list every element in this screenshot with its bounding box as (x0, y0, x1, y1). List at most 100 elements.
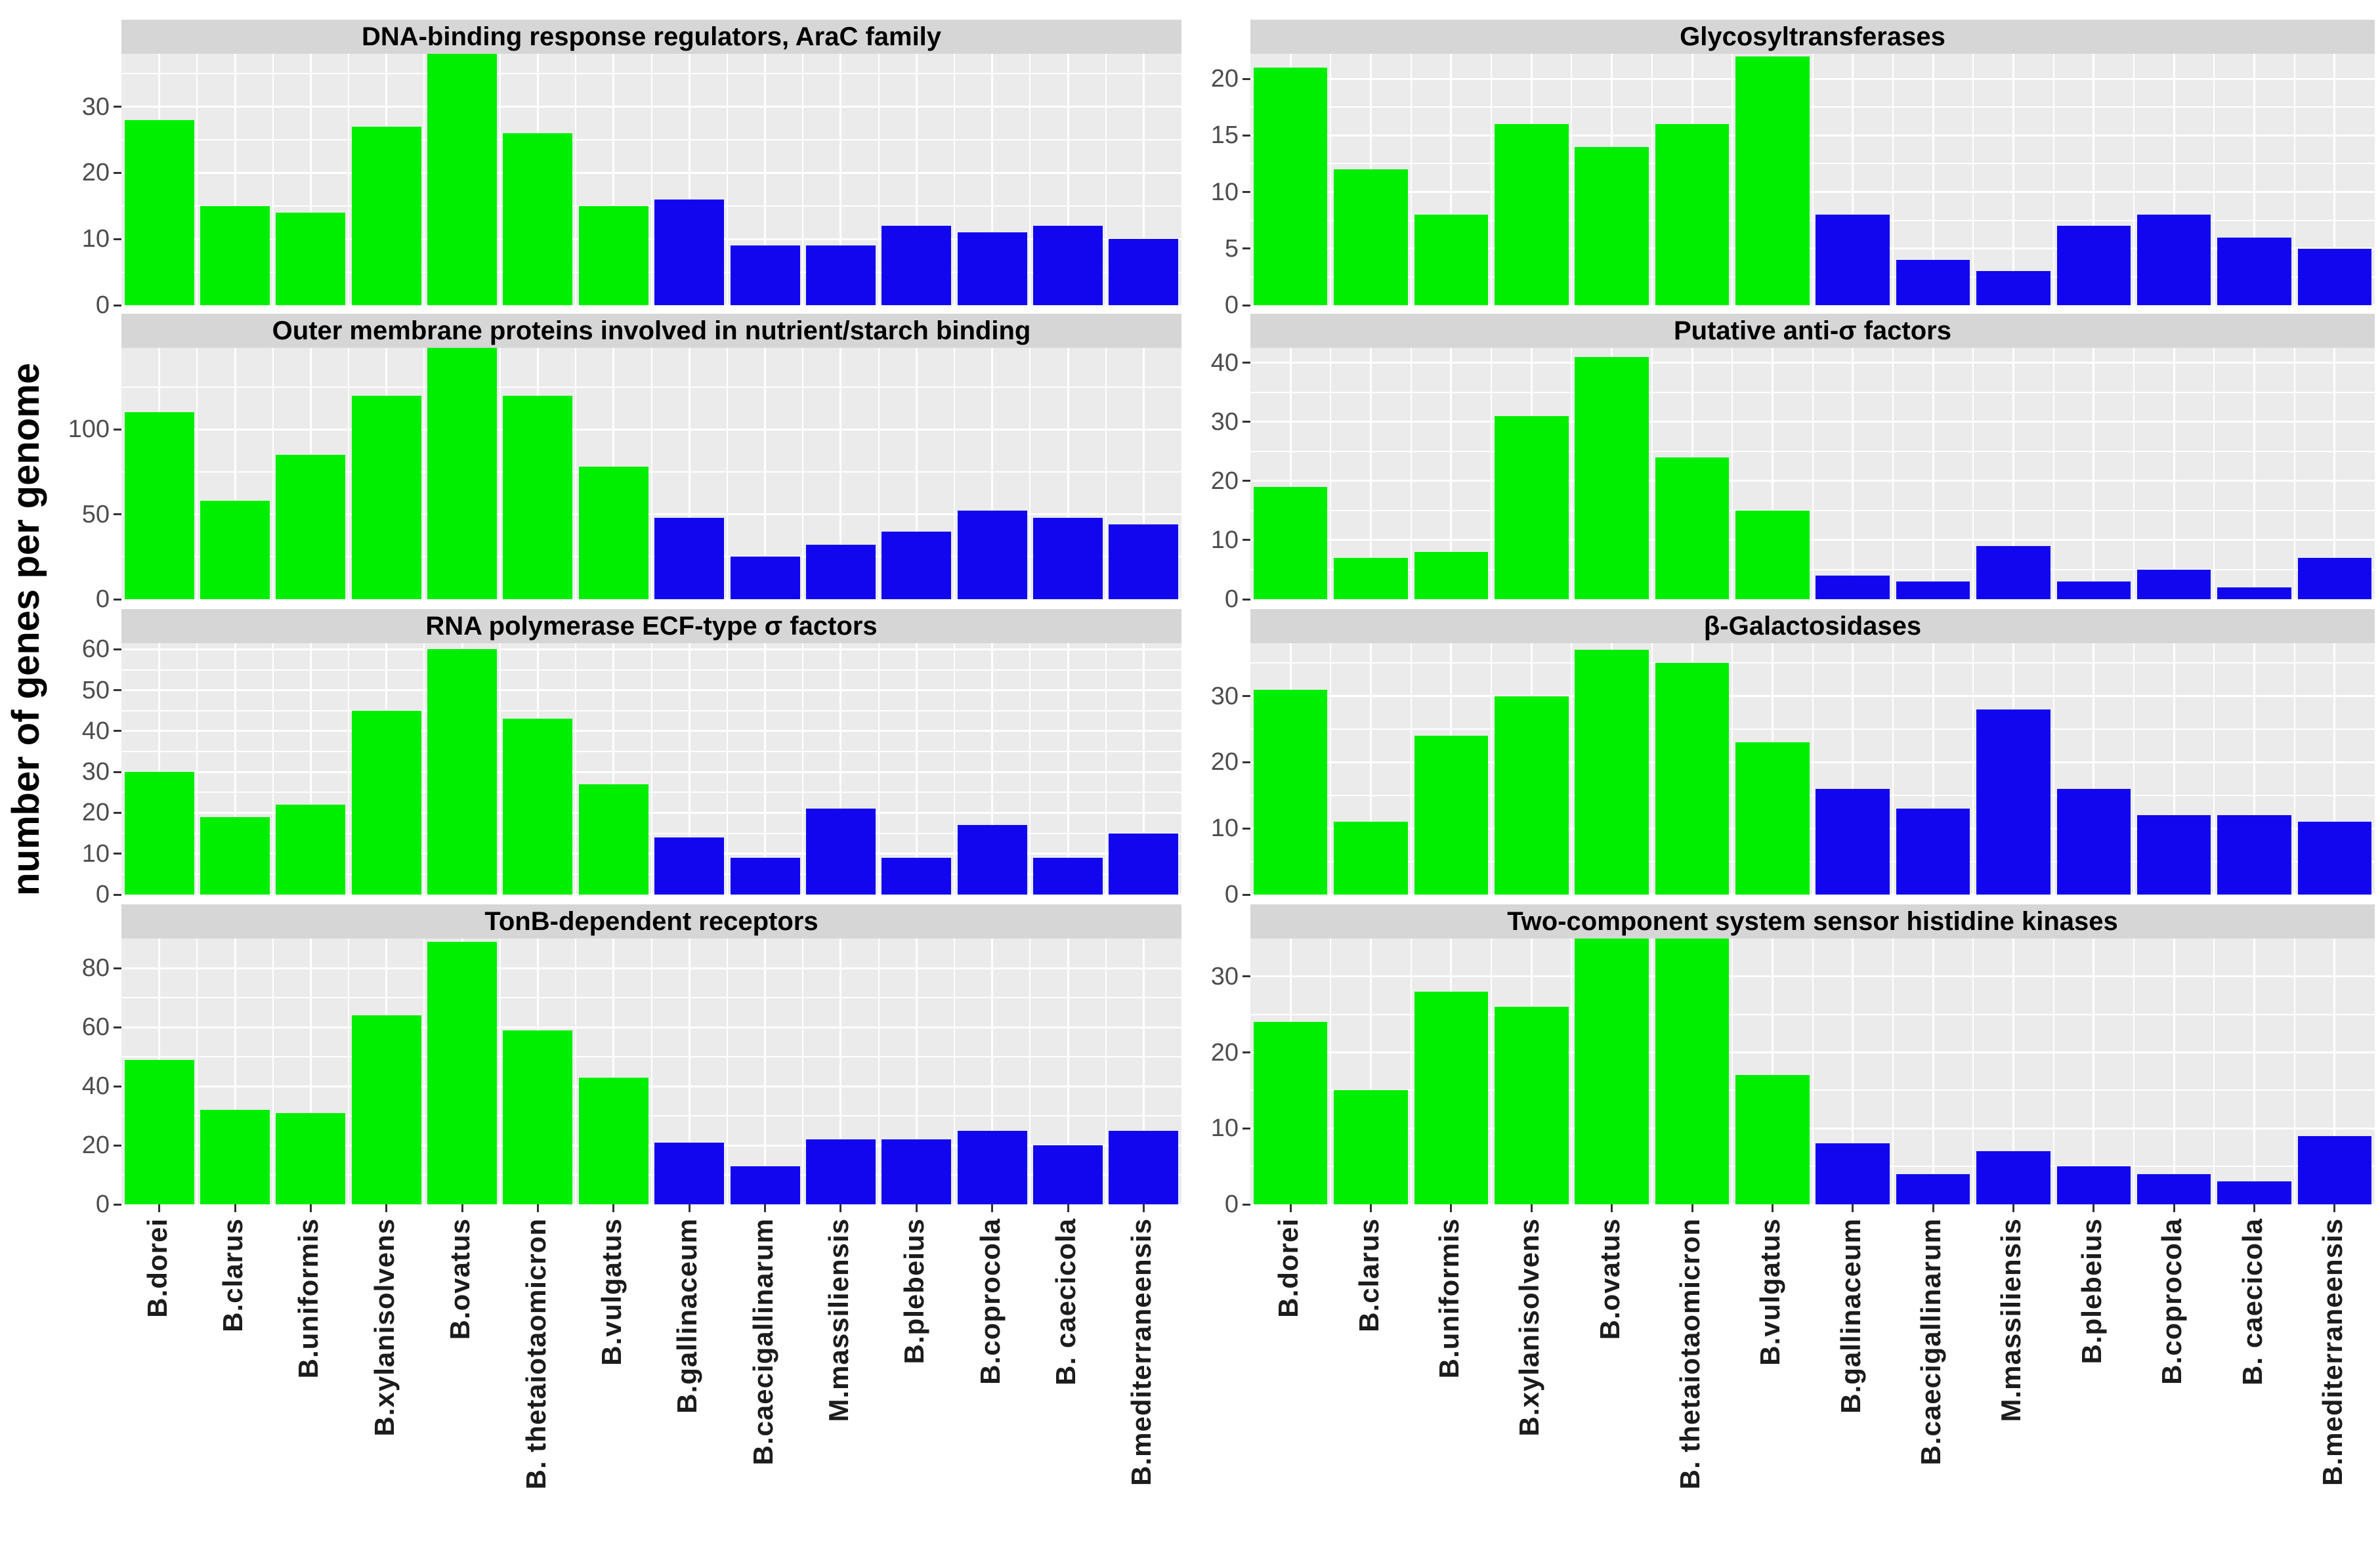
gridline-vertical-major (1142, 348, 1145, 599)
gridline-major (121, 1085, 1181, 1088)
gridline-minor (121, 271, 1181, 273)
gridline-vertical-minor (2133, 643, 2135, 895)
gridline-vertical-minor (650, 348, 652, 599)
gridline-vertical-minor (726, 348, 728, 599)
y-tick-label: 20 (1210, 1038, 1239, 1067)
bar-B.caecigallinarum (730, 1166, 800, 1204)
gridline-vertical-minor (348, 939, 350, 1204)
gridline-major (1250, 134, 2375, 137)
panel-title: Outer membrane proteins involved in nutr… (272, 316, 1031, 345)
panel-strip: Outer membrane proteins involved in nutr… (121, 314, 1181, 348)
gridline-vertical-major (2253, 348, 2255, 599)
bar-B.gallinaceum (1816, 576, 1890, 599)
bar-M.massiliensis (1976, 271, 2051, 305)
gridline-vertical-major (688, 348, 691, 599)
gridline-minor (1250, 860, 2375, 862)
gridline-vertical-minor (2213, 939, 2215, 1204)
x-axis-label-B.xylanisolvens: B.xylanisolvens (1514, 1218, 1545, 1437)
x-axis-label-M.massiliensis: M.massiliensis (822, 1218, 854, 1422)
x-tick-mark (2173, 1204, 2175, 1212)
bar-B.ovatus (427, 54, 498, 305)
gridline-vertical-major (1771, 348, 1774, 599)
gridline-major (1250, 191, 2375, 193)
gridline-vertical-minor (1105, 939, 1107, 1204)
panel-strip: Glycosyltransferases (1250, 20, 2375, 54)
gridline-vertical-major (991, 939, 994, 1204)
y-tick-label: 10 (1210, 526, 1239, 554)
panel-strip: TonB-dependent receptors (121, 904, 1181, 939)
gridline-vertical-minor (650, 643, 652, 895)
y-tick-mark (114, 1203, 121, 1206)
gridline-minor (121, 386, 1181, 388)
gridline-minor (121, 997, 1181, 998)
y-tick-mark (1243, 1203, 1250, 1206)
gridline-vertical-minor (878, 939, 880, 1204)
gridline-vertical-minor (1812, 54, 1814, 305)
gridline-vertical-minor (650, 939, 652, 1204)
gridline-minor (1250, 729, 2375, 730)
bar-B.caecigallinarum (1896, 260, 1970, 305)
gridline-major (1250, 77, 2375, 80)
bar-B. thetaiotaomicron (1655, 124, 1730, 305)
gridline-vertical-major (2173, 348, 2175, 599)
bar-B.ovatus (427, 941, 498, 1204)
y-tick-mark (114, 893, 121, 896)
gridline-major (121, 811, 1181, 814)
gridline-major (121, 893, 1181, 895)
gridline-vertical-minor (1571, 643, 1573, 895)
bar-B.gallinaceum (1816, 1143, 1890, 1204)
x-axis-label-B.caecigallinarum: B.caecigallinarum (1915, 1218, 1946, 1466)
bar-B.plebeius (2056, 226, 2131, 305)
gridline-vertical-minor (1029, 939, 1031, 1204)
y-tick-label: 20 (1210, 65, 1239, 93)
bar-B.uniformis (276, 212, 346, 305)
gridline-major (121, 1203, 1181, 1204)
bar-B. thetaiotaomicron (503, 719, 573, 895)
gridline-vertical-minor (272, 54, 274, 305)
x-tick-mark (2012, 1204, 2014, 1212)
y-tick-label: 0 (1224, 1191, 1239, 1218)
bar-B.gallinaceum (654, 199, 725, 305)
bar-B.gallinaceum (654, 1142, 725, 1204)
bar-B.coprocola (2136, 1173, 2211, 1204)
x-axis-label-B. caecicola: B. caecicola (2236, 1218, 2268, 1385)
x-axis-label-B.clarus: B.clarus (1353, 1218, 1384, 1332)
bar-B. caecicola (2217, 1181, 2291, 1204)
bar-B.coprocola (957, 1130, 1027, 1204)
gridline-vertical-minor (1410, 54, 1412, 305)
gridline-vertical-minor (802, 348, 804, 599)
gridline-vertical-major (1067, 348, 1069, 599)
gridline-minor (121, 669, 1181, 671)
x-tick-mark (234, 1204, 236, 1212)
gridline-major (1250, 247, 2375, 250)
gridline-vertical-major (915, 643, 918, 895)
panel-strip: RNA polymerase ECF-type σ factors (121, 609, 1181, 643)
gridline-vertical-major (234, 54, 236, 305)
gridline-vertical-minor (802, 939, 804, 1204)
gridline-vertical-major (1142, 643, 1145, 895)
gridline-vertical-major (1142, 54, 1145, 305)
x-axis-label-B.ovatus: B.ovatus (444, 1218, 476, 1340)
bar-B.plebeius (882, 858, 952, 895)
gridline-vertical-minor (726, 643, 728, 895)
bar-B.vulgatus (578, 1077, 648, 1204)
bar-B.uniformis (1414, 215, 1489, 305)
gridline-minor (121, 751, 1181, 752)
gridline-major (1250, 827, 2375, 830)
gridline-vertical-minor (575, 348, 577, 599)
gridline-vertical-major (1370, 643, 1372, 895)
bar-M.massiliensis (805, 245, 876, 305)
gridline-vertical-major (2012, 348, 2014, 599)
gridline-vertical-minor (1491, 54, 1493, 305)
gridline-minor (1250, 662, 2375, 664)
bar-B.xylanisolvens (1495, 1007, 1569, 1204)
x-axis-label-B.ovatus: B.ovatus (1594, 1218, 1625, 1340)
y-tick-label: 30 (81, 758, 110, 786)
x-axis-label-B.dorei: B.dorei (1273, 1218, 1304, 1318)
gridline-vertical-major (1932, 54, 1934, 305)
gridline-vertical-minor (196, 348, 198, 599)
gridline-vertical-major (2253, 54, 2255, 305)
x-tick-mark (461, 1204, 463, 1212)
x-tick-mark (1771, 1204, 1774, 1212)
gridline-major (1250, 1051, 2375, 1054)
